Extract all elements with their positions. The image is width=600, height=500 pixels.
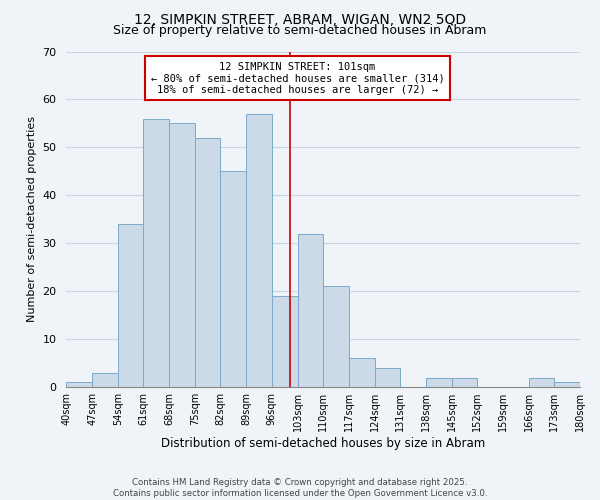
Text: 12, SIMPKIN STREET, ABRAM, WIGAN, WN2 5QD: 12, SIMPKIN STREET, ABRAM, WIGAN, WN2 5Q… [134, 12, 466, 26]
Bar [554, 382, 580, 387]
Bar [374, 368, 400, 387]
Bar [92, 373, 118, 387]
Bar [452, 378, 477, 387]
Bar [195, 138, 220, 387]
Bar [67, 382, 92, 387]
Bar [169, 124, 195, 387]
Text: Size of property relative to semi-detached houses in Abram: Size of property relative to semi-detach… [113, 24, 487, 37]
Bar [426, 378, 452, 387]
Bar [323, 286, 349, 387]
Bar [272, 296, 298, 387]
Bar [349, 358, 374, 387]
Text: 12 SIMPKIN STREET: 101sqm
← 80% of semi-detached houses are smaller (314)
18% of: 12 SIMPKIN STREET: 101sqm ← 80% of semi-… [151, 62, 445, 95]
X-axis label: Distribution of semi-detached houses by size in Abram: Distribution of semi-detached houses by … [161, 437, 485, 450]
Bar [220, 172, 246, 387]
Bar [143, 118, 169, 387]
Text: Contains HM Land Registry data © Crown copyright and database right 2025.
Contai: Contains HM Land Registry data © Crown c… [113, 478, 487, 498]
Bar [529, 378, 554, 387]
Bar [298, 234, 323, 387]
Y-axis label: Number of semi-detached properties: Number of semi-detached properties [27, 116, 37, 322]
Bar [118, 224, 143, 387]
Bar [246, 114, 272, 387]
